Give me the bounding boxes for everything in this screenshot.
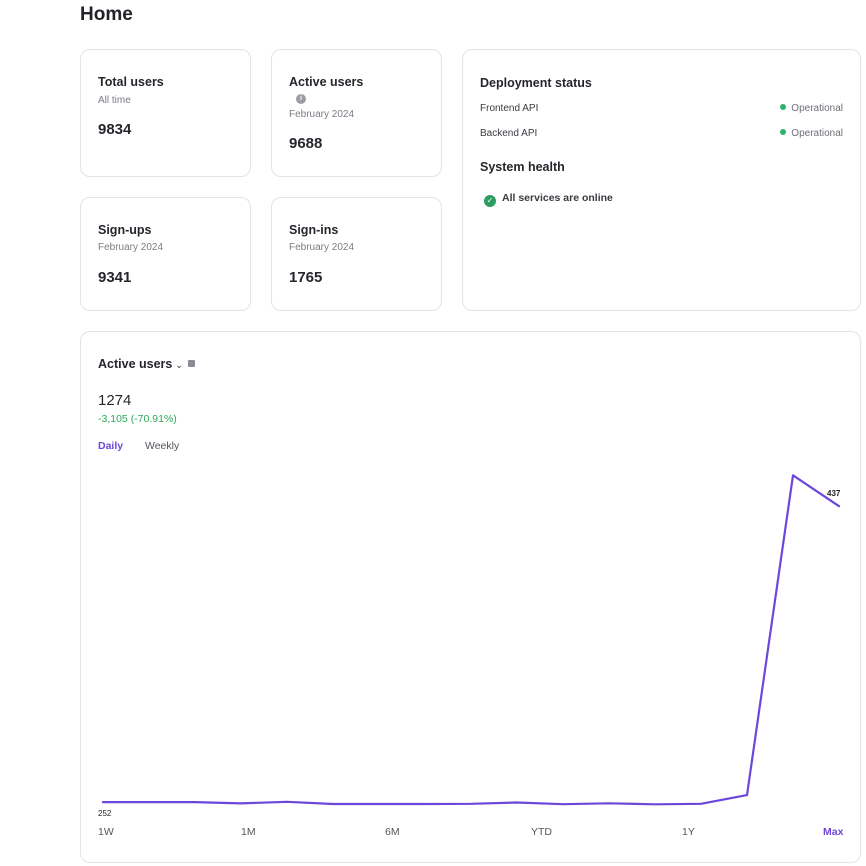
chart-title-label: Active users [98, 357, 173, 371]
signins-title: Sign-ins [289, 223, 339, 237]
total-users-subtitle: All time [98, 95, 131, 106]
signups-title: Sign-ups [98, 223, 152, 237]
check-circle-icon: ✓ [484, 195, 496, 207]
range-6m[interactable]: 6M [385, 826, 400, 838]
active-users-title: Active users [289, 75, 364, 89]
range-1w[interactable]: 1W [98, 826, 114, 838]
signins-subtitle: February 2024 [289, 242, 355, 253]
info-icon[interactable] [187, 360, 195, 367]
range-max[interactable]: Max [823, 826, 844, 838]
range-1m[interactable]: 1M [241, 826, 256, 838]
total-users-title: Total users [98, 75, 164, 89]
active-users-line-chart: 252 437 [98, 474, 841, 818]
service-name: Backend API [480, 128, 538, 139]
chevron-down-icon: ⌄ [175, 360, 183, 370]
total-users-card: Total users All time 9834 [80, 49, 251, 177]
data-label-start: 252 [98, 809, 112, 818]
tab-weekly[interactable]: Weekly [145, 440, 180, 452]
deployment-status-card: Deployment status Frontend API Operation… [462, 49, 861, 311]
chart-delta: -3,105 (-70.91%) [98, 413, 177, 425]
service-status: Operational [780, 103, 843, 114]
chart-current-value: 1274 [98, 392, 132, 409]
active-users-subtitle: February 2024 [289, 109, 355, 120]
service-name: Frontend API [480, 103, 539, 114]
signins-value: 1765 [289, 269, 323, 286]
deployment-status-title: Deployment status [480, 76, 592, 90]
signups-subtitle: February 2024 [98, 242, 164, 253]
signups-card: Sign-ups February 2024 9341 [80, 197, 251, 311]
service-row-backend: Backend API Operational [480, 128, 843, 142]
status-dot-icon [780, 129, 787, 135]
page-title: Home [80, 4, 133, 25]
range-1y[interactable]: 1Y [682, 826, 695, 838]
status-dot-icon [780, 104, 787, 110]
active-users-chart-card: Active users ⌄ 1274 -3,105 (-70.91%) Dail… [80, 331, 861, 863]
health-message: All services are online [502, 192, 613, 204]
system-health-status: ✓ All services are online [484, 192, 613, 207]
signups-value: 9341 [98, 269, 132, 286]
info-icon[interactable]: i [296, 94, 306, 104]
data-label-end: 437 [827, 489, 841, 498]
service-status-label: Operational [791, 103, 843, 114]
range-ytd[interactable]: YTD [531, 826, 552, 838]
active-users-value: 9688 [289, 135, 323, 152]
service-status-label: Operational [791, 128, 843, 139]
series-line-active-users [101, 474, 841, 806]
service-row-frontend: Frontend API Operational [480, 103, 843, 117]
signins-card: Sign-ins February 2024 1765 [271, 197, 442, 311]
system-health-title: System health [480, 160, 565, 174]
service-status: Operational [780, 128, 843, 139]
chart-metric-dropdown[interactable]: Active users ⌄ [98, 357, 195, 371]
tab-daily[interactable]: Daily [98, 440, 124, 452]
total-users-value: 9834 [98, 121, 132, 138]
active-users-card: Active users i February 2024 9688 [271, 49, 442, 177]
